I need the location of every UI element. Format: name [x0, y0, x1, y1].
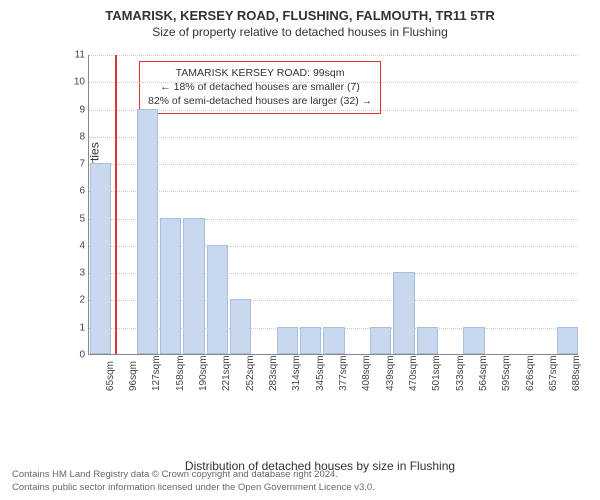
x-tick-label: 470sqm — [408, 355, 419, 391]
gridline — [89, 137, 578, 138]
x-tick-label: 439sqm — [385, 355, 396, 391]
bar — [370, 327, 391, 354]
x-tick-label: 377sqm — [338, 355, 349, 391]
property-marker-line — [115, 55, 117, 354]
x-tick-label: 190sqm — [198, 355, 209, 391]
annotation-line3: 82% of semi-detached houses are larger (… — [148, 94, 372, 108]
plot-area: TAMARISK KERSEY ROAD: 99sqm ← 18% of det… — [88, 55, 578, 355]
x-tick-label: 283sqm — [268, 355, 279, 391]
bar — [230, 299, 251, 354]
x-tick-label: 501sqm — [431, 355, 442, 391]
y-tick-label: 2 — [67, 295, 85, 306]
y-tick-label: 6 — [67, 186, 85, 197]
x-tick-label: 626sqm — [525, 355, 536, 391]
x-tick-label: 314sqm — [291, 355, 302, 391]
footer: Contains HM Land Registry data © Crown c… — [12, 469, 375, 494]
bar — [323, 327, 344, 354]
x-tick-label: 96sqm — [128, 361, 139, 391]
gridline — [89, 164, 578, 165]
x-tick-label: 158sqm — [175, 355, 186, 391]
bar — [277, 327, 298, 354]
x-tick-label: 533sqm — [455, 355, 466, 391]
gridline — [89, 55, 578, 56]
x-tick-label: 408sqm — [361, 355, 372, 391]
bar — [393, 272, 414, 354]
footer-line1: Contains HM Land Registry data © Crown c… — [12, 469, 375, 481]
bar — [160, 218, 181, 354]
y-tick-label: 3 — [67, 268, 85, 279]
y-tick-label: 7 — [67, 159, 85, 170]
x-tick-label: 65sqm — [105, 361, 116, 391]
y-tick-label: 0 — [67, 350, 85, 361]
annotation-line1: TAMARISK KERSEY ROAD: 99sqm — [148, 66, 372, 80]
x-tick-label: 221sqm — [221, 355, 232, 391]
bar — [183, 218, 204, 354]
annotation-box: TAMARISK KERSEY ROAD: 99sqm ← 18% of det… — [139, 61, 381, 114]
x-tick-label: 595sqm — [501, 355, 512, 391]
y-tick-label: 9 — [67, 104, 85, 115]
chart-subtitle: Size of property relative to detached ho… — [12, 25, 588, 39]
bar — [557, 327, 578, 354]
y-tick-label: 4 — [67, 240, 85, 251]
gridline — [89, 191, 578, 192]
x-tick-label: 564sqm — [478, 355, 489, 391]
y-tick-label: 10 — [67, 77, 85, 88]
gridline — [89, 82, 578, 83]
x-tick-label: 127sqm — [151, 355, 162, 391]
footer-line2: Contains public sector information licen… — [12, 482, 375, 494]
bar — [207, 245, 228, 354]
y-tick-label: 11 — [67, 50, 85, 61]
bar — [417, 327, 438, 354]
chart-container: TAMARISK, KERSEY ROAD, FLUSHING, FALMOUT… — [0, 0, 600, 500]
y-tick-label: 8 — [67, 131, 85, 142]
bar — [137, 109, 158, 354]
bar — [300, 327, 321, 354]
bar — [463, 327, 484, 354]
x-tick-label: 252sqm — [245, 355, 256, 391]
y-tick-label: 1 — [67, 322, 85, 333]
x-tick-label: 657sqm — [548, 355, 559, 391]
x-tick-label: 688sqm — [571, 355, 582, 391]
y-tick-label: 5 — [67, 213, 85, 224]
gridline — [89, 110, 578, 111]
chart-title: TAMARISK, KERSEY ROAD, FLUSHING, FALMOUT… — [12, 8, 588, 23]
x-tick-label: 345sqm — [315, 355, 326, 391]
bar — [90, 163, 111, 354]
chart-wrap: Number of detached properties TAMARISK K… — [60, 55, 580, 395]
